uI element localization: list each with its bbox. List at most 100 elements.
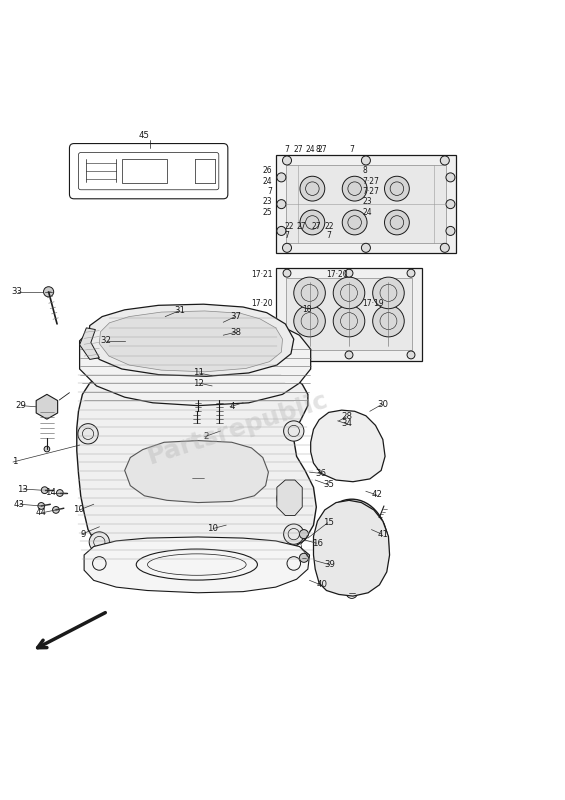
Text: 7: 7 <box>284 231 289 240</box>
Circle shape <box>277 226 286 235</box>
Circle shape <box>192 472 203 483</box>
Text: 42: 42 <box>372 490 383 499</box>
Circle shape <box>259 354 272 366</box>
Polygon shape <box>36 394 58 419</box>
Ellipse shape <box>315 499 389 594</box>
Circle shape <box>186 310 198 322</box>
Polygon shape <box>277 480 302 515</box>
Circle shape <box>362 156 371 165</box>
Text: 22: 22 <box>284 222 294 231</box>
Circle shape <box>342 210 367 235</box>
Circle shape <box>78 424 98 444</box>
Circle shape <box>277 200 286 209</box>
Bar <box>286 278 412 350</box>
Text: 9: 9 <box>81 530 86 538</box>
Circle shape <box>333 277 365 309</box>
Polygon shape <box>125 441 268 502</box>
Circle shape <box>186 361 198 374</box>
Text: Partsrepublic: Partsrepublic <box>144 387 331 469</box>
Circle shape <box>38 502 45 510</box>
Text: 15: 15 <box>323 518 334 527</box>
Text: 17·19: 17·19 <box>363 298 384 307</box>
Text: 7·27: 7·27 <box>363 177 380 186</box>
Text: 11: 11 <box>193 369 203 378</box>
Circle shape <box>342 176 367 201</box>
Text: 44: 44 <box>36 508 47 518</box>
Text: 45: 45 <box>139 131 150 140</box>
Circle shape <box>283 270 291 277</box>
Circle shape <box>407 351 415 359</box>
Text: 7: 7 <box>284 145 289 154</box>
Polygon shape <box>99 311 282 372</box>
Text: 7: 7 <box>349 145 354 154</box>
Text: 31: 31 <box>174 306 185 315</box>
Circle shape <box>407 270 415 277</box>
Bar <box>276 267 422 361</box>
Text: 16: 16 <box>312 538 323 548</box>
Circle shape <box>282 243 292 252</box>
Text: 36: 36 <box>315 469 326 478</box>
Circle shape <box>330 412 346 428</box>
Circle shape <box>277 173 286 182</box>
FancyBboxPatch shape <box>69 143 228 198</box>
Circle shape <box>299 554 308 562</box>
Text: 27: 27 <box>312 222 321 231</box>
Text: 17·20: 17·20 <box>251 298 272 307</box>
Circle shape <box>345 351 353 359</box>
Text: 10: 10 <box>73 506 84 514</box>
Circle shape <box>207 546 228 567</box>
Text: 1: 1 <box>12 458 18 466</box>
Circle shape <box>208 449 255 496</box>
Text: 33: 33 <box>11 287 22 296</box>
Circle shape <box>331 428 364 462</box>
Text: 23: 23 <box>263 197 272 206</box>
Text: 27: 27 <box>297 222 306 231</box>
Text: 8: 8 <box>363 166 367 174</box>
Text: 24: 24 <box>263 177 272 186</box>
Polygon shape <box>77 367 316 563</box>
Polygon shape <box>88 304 294 376</box>
Text: 25: 25 <box>263 208 272 218</box>
Text: 14: 14 <box>45 489 56 498</box>
Text: 40: 40 <box>316 580 327 590</box>
Circle shape <box>110 314 123 326</box>
Circle shape <box>294 277 325 309</box>
Text: 23: 23 <box>363 197 372 206</box>
Circle shape <box>282 156 292 165</box>
Bar <box>122 159 167 183</box>
Text: 7: 7 <box>267 187 272 196</box>
Text: 37: 37 <box>231 312 242 321</box>
Text: 24: 24 <box>363 208 372 218</box>
Text: 12: 12 <box>193 378 203 387</box>
Circle shape <box>446 173 455 182</box>
Circle shape <box>345 270 353 277</box>
Circle shape <box>446 226 455 235</box>
Polygon shape <box>311 410 385 482</box>
Text: 26: 26 <box>263 166 272 174</box>
Text: 17·21: 17·21 <box>251 270 272 279</box>
Text: 10: 10 <box>207 524 218 533</box>
Circle shape <box>44 446 50 452</box>
Text: 39: 39 <box>325 560 336 569</box>
Text: 29: 29 <box>15 401 26 410</box>
Text: 4: 4 <box>229 402 234 411</box>
Text: 7: 7 <box>327 231 331 240</box>
Text: 30: 30 <box>377 400 388 409</box>
Text: 38: 38 <box>231 328 242 337</box>
Circle shape <box>259 314 272 326</box>
Circle shape <box>44 286 54 297</box>
Circle shape <box>373 277 404 309</box>
Circle shape <box>89 532 110 552</box>
Polygon shape <box>314 500 390 596</box>
Polygon shape <box>80 313 311 406</box>
Circle shape <box>277 486 302 511</box>
Circle shape <box>385 210 409 235</box>
Circle shape <box>41 486 48 494</box>
Circle shape <box>300 176 325 201</box>
Circle shape <box>56 490 63 496</box>
Polygon shape <box>80 328 99 359</box>
Circle shape <box>373 306 404 337</box>
Bar <box>286 165 446 243</box>
Text: 41: 41 <box>377 530 388 538</box>
Text: 27: 27 <box>318 145 327 154</box>
